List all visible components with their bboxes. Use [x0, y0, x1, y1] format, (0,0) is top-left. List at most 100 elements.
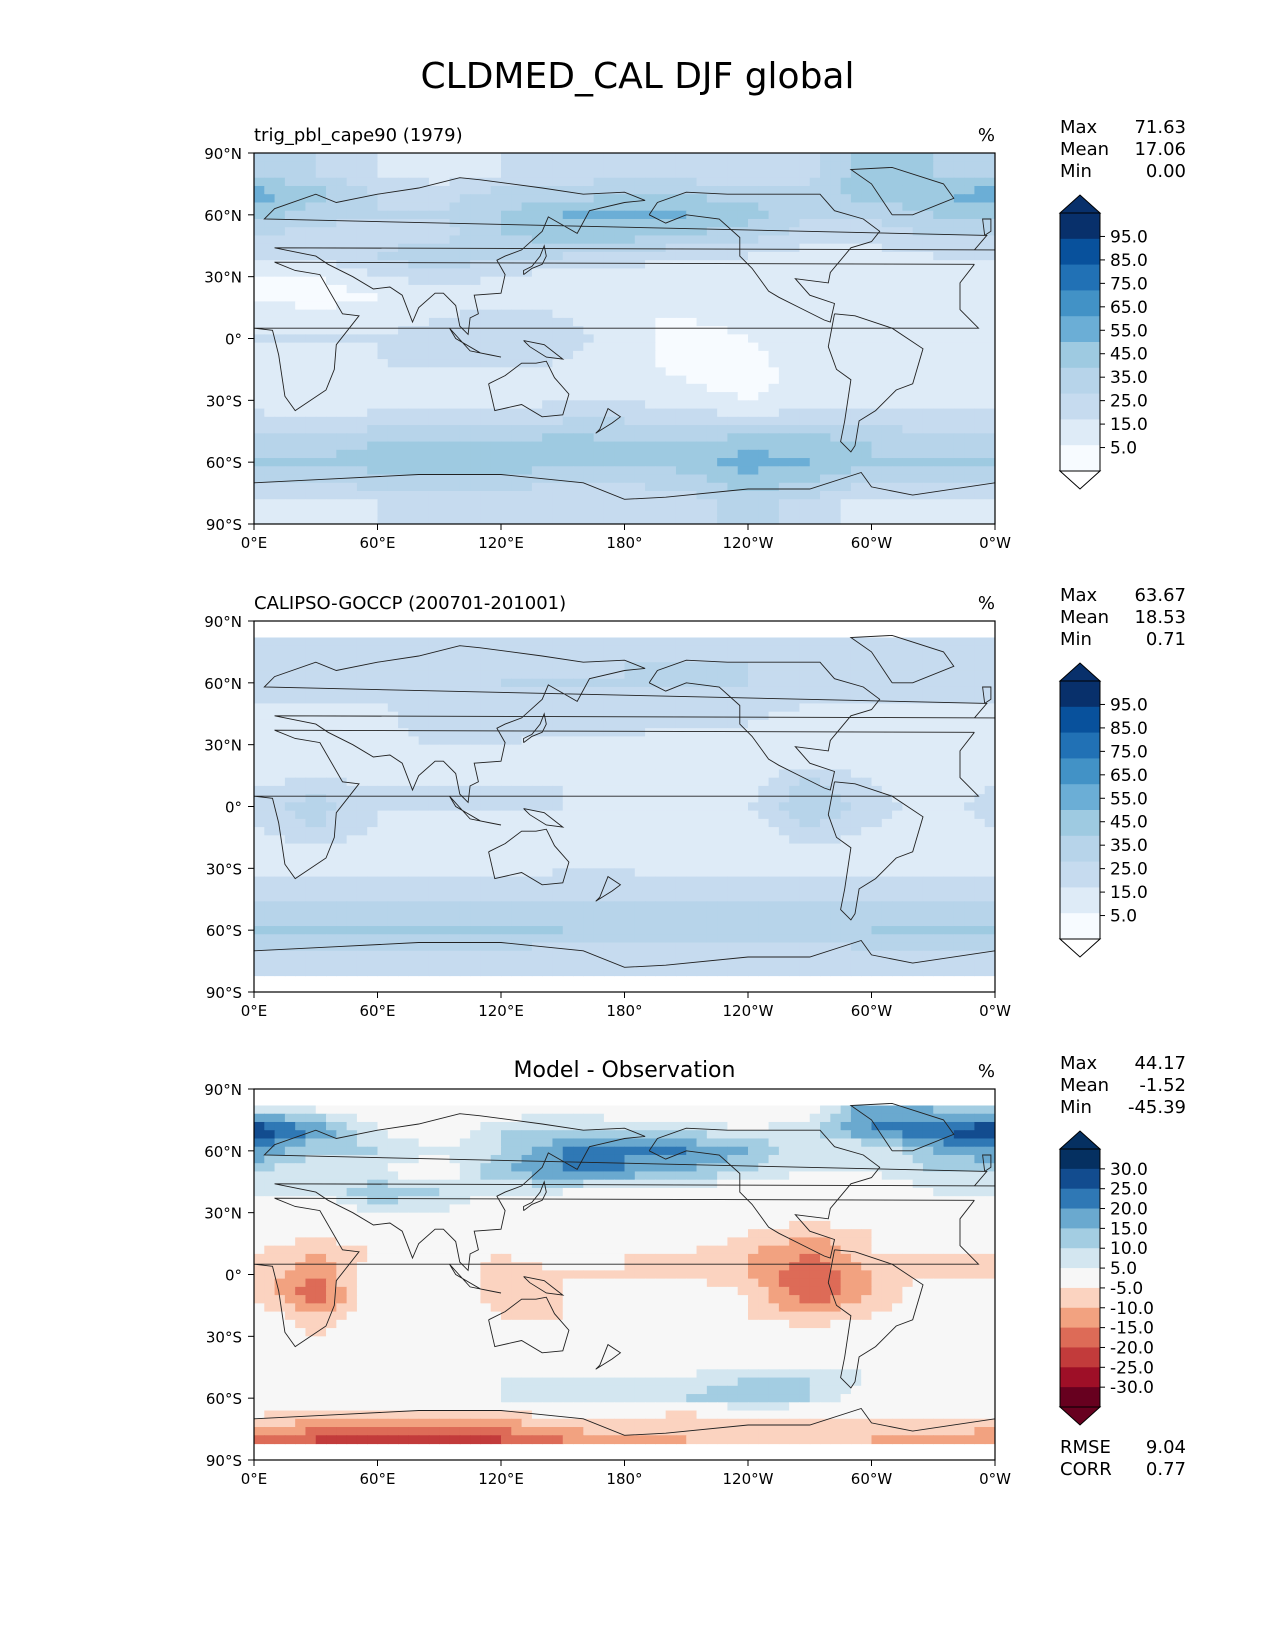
field-cell [871, 474, 883, 484]
field-cell [274, 276, 286, 286]
field-cell [264, 284, 276, 294]
field-cell [737, 383, 749, 393]
field-cell [645, 482, 656, 492]
field-cell [573, 301, 584, 311]
field-cell [778, 818, 790, 828]
field-cell [573, 251, 584, 261]
field-cell [470, 153, 482, 162]
field-cell [850, 218, 862, 228]
field-cell [593, 243, 605, 253]
field-cell [717, 276, 729, 286]
field-cell [408, 474, 420, 484]
field-cell [531, 227, 543, 237]
field-cell [490, 359, 502, 368]
field-cell [789, 686, 801, 696]
field-cell [490, 210, 502, 220]
field-cell [326, 153, 337, 162]
field-cell [418, 653, 430, 663]
field-cell [820, 416, 831, 426]
field-cell [645, 645, 656, 655]
field-cell [696, 218, 708, 228]
field-cell [542, 284, 554, 294]
field-cell [840, 777, 852, 787]
field-cell [490, 769, 502, 779]
field-cell [830, 169, 842, 179]
field-cell [583, 482, 595, 492]
field-cell [820, 515, 831, 524]
field-cell [768, 744, 780, 754]
field-cell [418, 769, 430, 779]
field-cell [665, 810, 677, 820]
field-cell [706, 474, 718, 484]
field-cell [603, 466, 615, 476]
field-cell [943, 177, 955, 187]
field-cell [655, 433, 667, 443]
field-cell [367, 367, 379, 377]
field-cell [665, 169, 677, 179]
field-cell [624, 761, 636, 770]
field-cell [840, 695, 852, 705]
field-cell [573, 645, 584, 655]
field-cell [933, 227, 945, 237]
field-cell [459, 433, 471, 443]
field-cell [614, 235, 626, 245]
field-cell [964, 153, 976, 162]
field-cell [315, 482, 327, 492]
colorbar-label: 95.0 [1110, 227, 1148, 247]
field-cell [428, 276, 440, 286]
field-cell [315, 653, 327, 663]
field-cell [583, 818, 595, 828]
field-cell [254, 449, 265, 459]
field-cell [933, 703, 945, 713]
field-cell [974, 818, 986, 828]
field-cell [603, 392, 615, 401]
field-cell [614, 507, 626, 517]
field-cell [367, 350, 379, 360]
field-cell [892, 243, 903, 253]
field-cell [686, 433, 698, 443]
field-cell [933, 251, 945, 261]
field-cell [809, 703, 821, 713]
field-cell [645, 711, 656, 721]
field-cell [665, 818, 677, 828]
field-cell [861, 744, 873, 754]
field-cell [799, 744, 811, 754]
field-cell [511, 670, 523, 680]
field-cell [428, 260, 440, 270]
field-cell [346, 359, 358, 368]
field-cell [274, 744, 286, 754]
field-cell [459, 194, 471, 204]
field-cell [706, 818, 718, 828]
field-cell [428, 334, 440, 344]
field-cell [387, 218, 399, 228]
field-cell [974, 210, 986, 220]
colorbar-frame [1059, 212, 1101, 472]
field-cell [531, 350, 543, 360]
field-cell [367, 777, 379, 787]
field-cell [336, 293, 348, 302]
field-cell [428, 777, 440, 787]
field-cell [922, 169, 934, 179]
field-cell [768, 235, 780, 245]
field-cell [748, 243, 759, 253]
field-cell [933, 375, 945, 385]
field-cell [542, 645, 554, 655]
field-cell [295, 276, 307, 286]
field-cell [305, 251, 317, 261]
field-cell [501, 342, 512, 352]
field-cell [892, 185, 903, 195]
field-cell [768, 810, 780, 820]
field-cell [367, 268, 379, 278]
field-cell [254, 728, 265, 738]
field-cell [881, 769, 893, 779]
field-cell [696, 744, 708, 754]
field-cell [933, 794, 945, 803]
field-cell [686, 425, 698, 434]
field-cell [675, 645, 687, 655]
field-cell [284, 703, 296, 713]
field-cell [264, 293, 276, 302]
field-cell [377, 474, 389, 484]
field-cell [871, 711, 883, 721]
field-cell [562, 169, 574, 179]
field-cell [254, 425, 265, 434]
